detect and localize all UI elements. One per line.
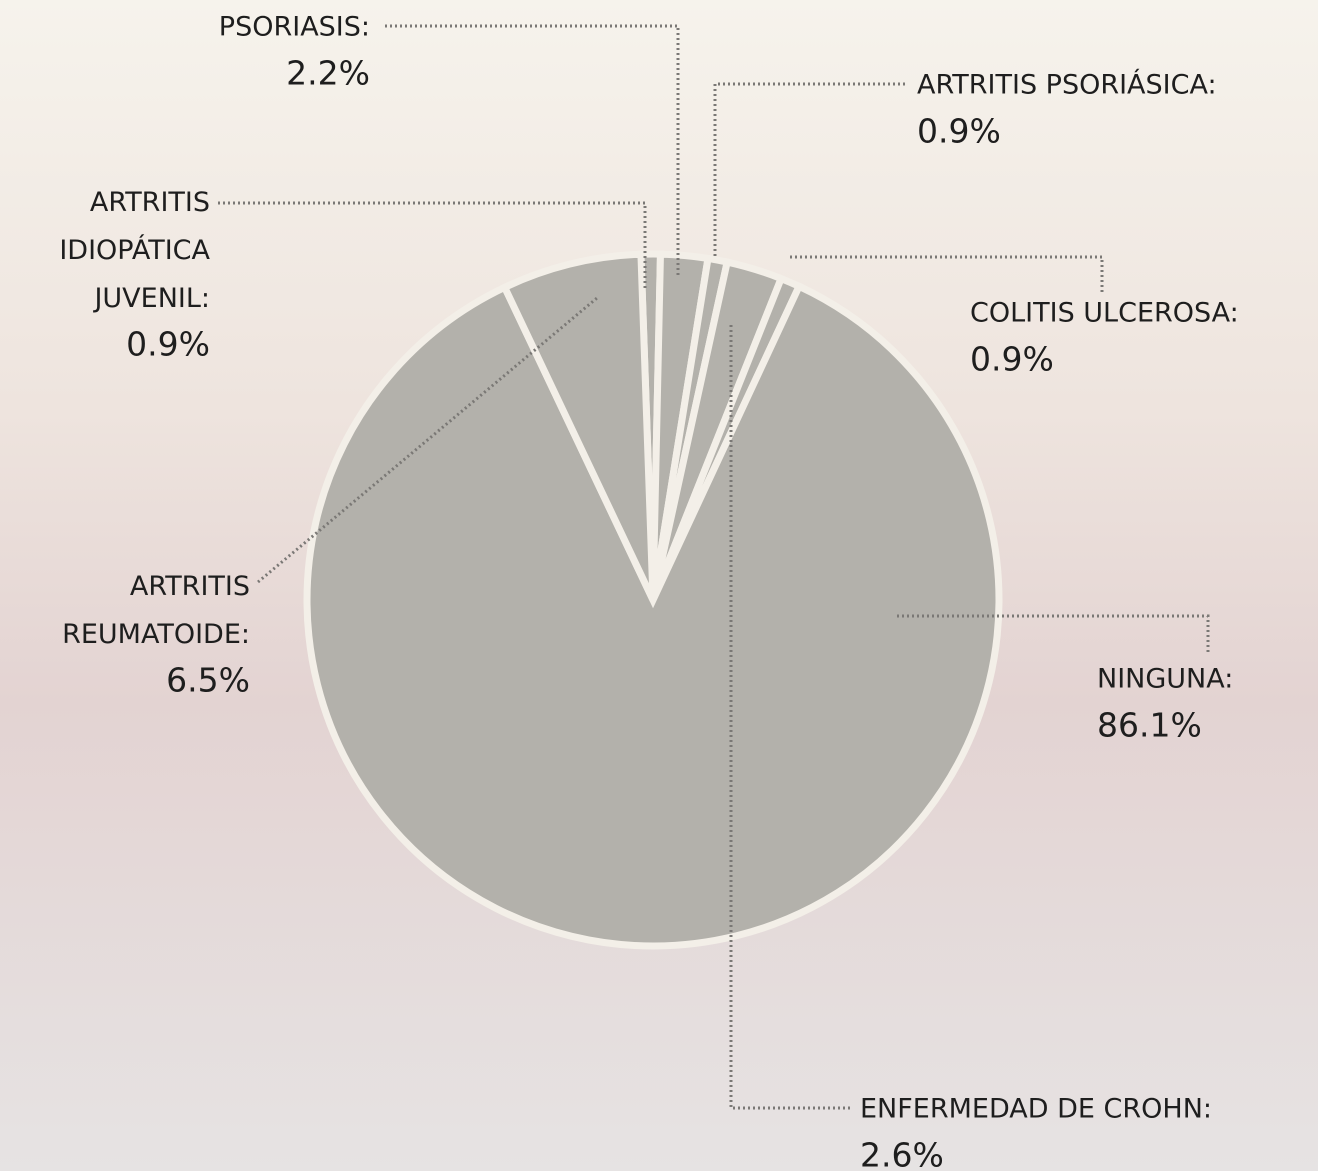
slice-value: 0.9% <box>126 325 210 364</box>
slice-label: ARTRITIS PSORIÁSICA: <box>917 69 1217 101</box>
slice-label: PSORIASIS: <box>219 12 370 43</box>
slice-value: 6.5% <box>166 661 250 700</box>
slice-value: 0.9% <box>917 112 1001 151</box>
slice-label: COLITIS ULCEROSA: <box>970 298 1239 329</box>
slice-value: 86.1% <box>1097 706 1202 745</box>
pie <box>307 254 999 946</box>
slice-value: 2.2% <box>286 54 370 93</box>
chart: ARTRITISIDIOPÁTICAJUVENIL:0.9%PSORIASIS:… <box>0 0 1318 1171</box>
slice-label: ENFERMEDAD DE CROHN: <box>860 1094 1212 1125</box>
page: {"chart_data": {"type": "pie", "categori… <box>0 0 1318 1171</box>
slice-value: 0.9% <box>970 340 1054 379</box>
slice-label: NINGUNA: <box>1097 664 1233 695</box>
slice-value: 2.6% <box>860 1136 944 1171</box>
